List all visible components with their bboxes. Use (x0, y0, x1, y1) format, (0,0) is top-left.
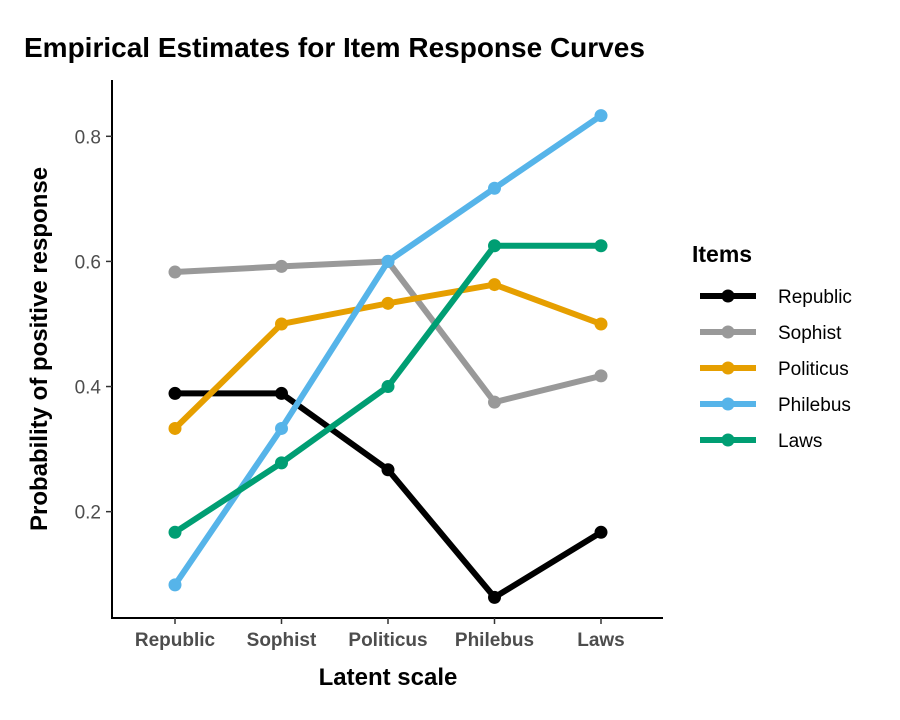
data-point (168, 386, 182, 400)
y-tick-label: 0.6 (75, 252, 101, 273)
data-point (168, 578, 182, 592)
x-tick-label: Sophist (247, 630, 317, 651)
data-point (168, 265, 182, 279)
data-point (381, 254, 395, 268)
data-point (594, 239, 608, 253)
legend: Items Republic Sophist Politicus Philebus La… (692, 241, 852, 452)
data-point (275, 259, 288, 273)
data-point (594, 369, 608, 383)
legend-key-point (721, 433, 735, 447)
x-axis-title: Latent scale (319, 664, 458, 691)
data-point (275, 317, 288, 331)
legend-item-republic: Republic (700, 287, 852, 308)
series-philebus (168, 109, 608, 592)
legend-item-philebus: Philebus (700, 395, 851, 416)
legend-label: Sophist (778, 323, 842, 344)
legend-item-politicus: Politicus (700, 359, 849, 380)
data-point (381, 380, 395, 394)
y-axis-title: Probability of positive response (26, 167, 53, 531)
legend-label: Republic (778, 287, 852, 308)
data-point (275, 386, 288, 400)
data-point (488, 590, 501, 604)
axes: 0.2 0.4 0.6 0.8 Republic Sophist Politicus Phil… (75, 80, 663, 651)
data-point (168, 525, 182, 539)
legend-title: Items (692, 241, 752, 267)
data-point (381, 296, 395, 310)
data-point (488, 395, 501, 409)
series-republic (168, 386, 608, 604)
data-point (594, 525, 608, 539)
data-point (594, 109, 608, 123)
y-tick-label: 0.2 (75, 503, 101, 524)
series-politicus (168, 278, 608, 435)
data-point (275, 456, 288, 470)
legend-label: Laws (778, 431, 822, 452)
data-point (275, 421, 288, 435)
x-tick-label: Politicus (348, 630, 427, 651)
data-point (594, 317, 608, 331)
legend-item-laws: Laws (700, 431, 822, 452)
series-line-philebus (172, 112, 604, 588)
chart-title: Empirical Estimates for Item Response Cu… (24, 32, 645, 63)
x-tick-label: Philebus (455, 630, 534, 651)
legend-key-point (721, 361, 735, 375)
data-point (488, 181, 501, 195)
legend-key-point (721, 397, 735, 411)
legend-item-sophist: Sophist (700, 323, 842, 344)
y-tick-label: 0.8 (75, 127, 101, 148)
data-point (381, 463, 395, 477)
x-tick-label: Laws (577, 630, 625, 651)
series-laws (168, 239, 608, 539)
y-tick-label: 0.4 (75, 378, 102, 399)
x-tick-label: Republic (135, 630, 216, 651)
legend-key-point (721, 325, 735, 339)
data-point (168, 421, 182, 435)
data-point (488, 278, 501, 292)
legend-label: Philebus (778, 395, 851, 416)
legend-label: Politicus (778, 359, 849, 380)
plot-area (168, 109, 608, 604)
data-point (488, 239, 501, 253)
legend-key-point (721, 289, 735, 303)
